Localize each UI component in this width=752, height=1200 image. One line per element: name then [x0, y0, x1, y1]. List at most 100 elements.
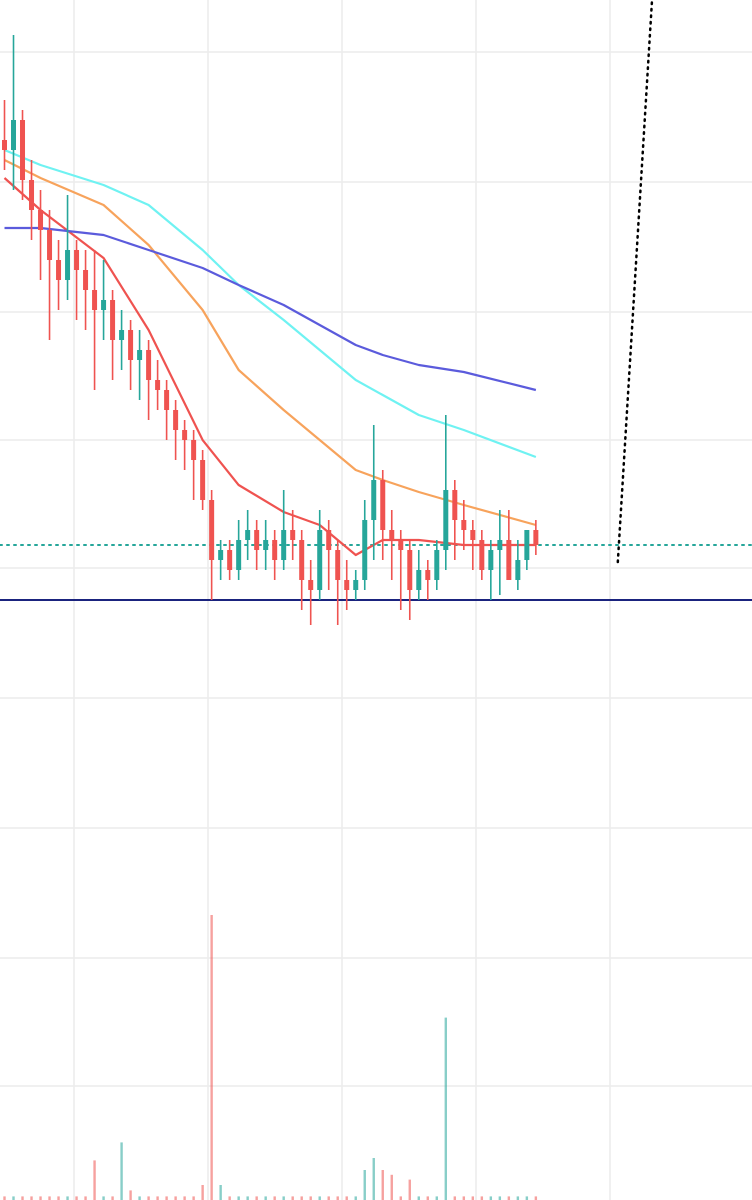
moving-average-line	[4, 148, 537, 459]
volume-bar	[462, 1196, 466, 1200]
volume-bar	[147, 1196, 150, 1200]
candle-body	[353, 580, 359, 590]
candle-body	[218, 550, 224, 560]
candle-body	[380, 480, 386, 530]
volume-bar	[489, 1196, 493, 1200]
volume-bar	[381, 1170, 384, 1200]
volume-bar	[21, 1196, 24, 1200]
candle-body	[47, 230, 53, 260]
candle-body	[227, 550, 233, 570]
candle-body	[398, 540, 404, 550]
candle-body	[38, 210, 44, 230]
candle-body	[236, 540, 242, 570]
volume-bar	[12, 1196, 15, 1200]
volume-bar	[498, 1196, 502, 1200]
volume-bar	[327, 1196, 330, 1200]
candle-body	[119, 330, 125, 340]
volume-bar	[318, 1196, 321, 1200]
volume-bar	[291, 1196, 294, 1200]
volume-bar	[165, 1196, 168, 1200]
candle-body	[452, 490, 458, 520]
volume-bar	[102, 1196, 105, 1200]
volume-bar	[534, 1196, 538, 1200]
volume-bar	[372, 1158, 375, 1200]
volume-bar	[3, 1196, 6, 1200]
candle-body	[254, 530, 260, 550]
candle-body	[245, 530, 251, 540]
trend-line	[616, 0, 654, 564]
volume-bar	[183, 1196, 186, 1200]
candle-body	[56, 260, 62, 280]
candle-body	[515, 560, 521, 580]
candle-body	[2, 140, 8, 150]
volume-bar	[75, 1196, 78, 1200]
candle-body	[299, 540, 305, 580]
candle-body	[74, 250, 80, 270]
candle-body	[191, 440, 197, 460]
candle-body	[164, 390, 170, 410]
candle-body	[335, 550, 341, 580]
candle-body	[371, 480, 377, 520]
volume-bar	[480, 1196, 484, 1200]
candle-body	[182, 430, 188, 440]
candle-body	[344, 580, 350, 590]
candle-body	[488, 550, 494, 570]
candle-body	[65, 250, 71, 280]
volume-bar	[228, 1196, 231, 1200]
volume-bar	[507, 1196, 511, 1200]
candle-body	[407, 550, 413, 590]
volume-bar	[237, 1196, 240, 1200]
candle-body	[434, 550, 440, 580]
candle-body	[389, 530, 395, 540]
candle-body	[533, 530, 539, 545]
moving-average-line	[4, 159, 537, 527]
candle-body	[272, 540, 278, 560]
volume-bar	[39, 1196, 42, 1200]
candle-body	[155, 380, 161, 390]
volume-bar	[282, 1196, 285, 1200]
candle-body	[200, 460, 206, 500]
candle-body	[326, 530, 332, 550]
volume-bar	[219, 1185, 222, 1200]
volume-bar	[264, 1196, 267, 1200]
candle-body	[128, 330, 134, 360]
volume-bar	[66, 1196, 69, 1200]
volume-bar	[309, 1196, 312, 1200]
volume-bar	[246, 1196, 249, 1200]
volume-bar	[156, 1196, 159, 1200]
volume-bar	[30, 1196, 33, 1200]
volume-bar	[57, 1196, 60, 1200]
moving-average-line	[4, 226, 537, 392]
volume-bar	[201, 1185, 204, 1200]
volume-bar	[48, 1196, 51, 1200]
candle-body	[92, 290, 98, 310]
volume-bar	[354, 1196, 357, 1200]
volume-bar	[417, 1196, 420, 1200]
candle-body	[290, 530, 296, 540]
candle-body	[101, 300, 107, 310]
candle-body	[110, 300, 116, 340]
candle-body	[83, 270, 89, 290]
candle-body	[281, 530, 287, 560]
candle-body	[479, 540, 485, 570]
volume-bar	[192, 1196, 195, 1200]
volume-bar	[345, 1196, 348, 1200]
candle-body	[497, 540, 503, 550]
volume-bar	[390, 1174, 393, 1200]
candle-body	[425, 570, 431, 580]
volume-bar	[435, 1196, 438, 1200]
candle-body	[317, 530, 323, 590]
candle-body	[137, 350, 143, 360]
volume-bar	[84, 1196, 87, 1200]
candle-body	[20, 120, 26, 180]
candle-body	[209, 500, 215, 560]
candle-body	[524, 530, 530, 560]
volume-bar	[336, 1196, 339, 1200]
volume-bar	[120, 1142, 123, 1200]
candle-body	[29, 180, 35, 210]
candle-body	[443, 490, 449, 550]
volume-bar	[453, 1196, 457, 1200]
candle-body	[146, 350, 152, 380]
volume-bar	[471, 1196, 475, 1200]
